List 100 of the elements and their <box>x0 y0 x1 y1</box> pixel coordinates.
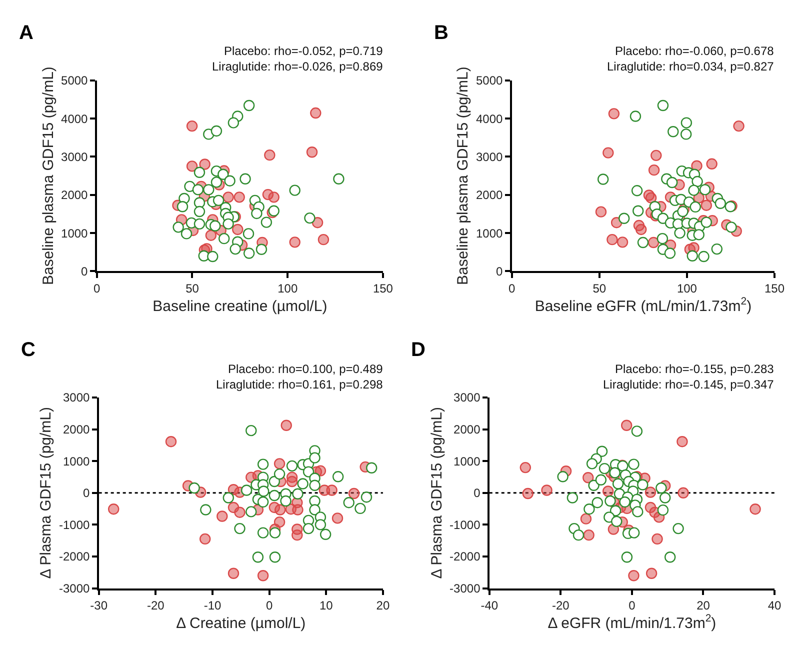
point <box>216 510 228 522</box>
point <box>611 516 622 528</box>
y-axis-title: Δ Plasma GDF15 (pg/mL) <box>428 406 446 579</box>
point <box>557 471 568 482</box>
x-axis-title: Baseline creatine (µmol/L) <box>152 298 328 315</box>
point <box>228 568 240 579</box>
point <box>264 149 276 161</box>
point <box>222 192 234 203</box>
x-tick-label: 100 <box>676 281 698 296</box>
x-tick-label: 20 <box>696 598 710 612</box>
point <box>693 229 704 240</box>
point <box>268 490 280 502</box>
x-tick-label: -40 <box>480 598 498 612</box>
chart-title: A <box>19 22 34 44</box>
point <box>610 505 622 516</box>
point <box>648 164 660 176</box>
point <box>286 476 298 488</box>
y-tick-label: 1000 <box>61 226 88 240</box>
point <box>326 484 338 496</box>
y-tick-label: -1000 <box>450 518 481 532</box>
point <box>618 212 630 224</box>
x-axis-title: Δ Creatine (µmol/L) <box>176 614 306 632</box>
y-tick-label: 1000 <box>62 454 90 468</box>
point <box>580 513 592 524</box>
y-tick-label: 5000 <box>476 74 504 88</box>
y-tick-label: 4000 <box>61 112 88 126</box>
point <box>309 480 320 491</box>
x-tick-label: -20 <box>146 598 165 612</box>
point <box>172 222 184 233</box>
point <box>218 168 229 180</box>
point <box>212 194 224 206</box>
y-axis-title: Baseline plasma GDF15 (pg/mL) <box>40 66 57 286</box>
point <box>232 224 244 236</box>
x-tick-label: 20 <box>376 598 390 612</box>
y-tick-label: 2000 <box>476 188 504 202</box>
y-tick-label: 1000 <box>454 454 481 468</box>
point <box>222 218 234 230</box>
x-tick-label: 100 <box>278 281 298 296</box>
point <box>632 506 644 518</box>
point <box>318 234 330 246</box>
point <box>210 220 221 232</box>
point <box>180 228 192 240</box>
point <box>595 206 607 218</box>
point <box>750 503 761 515</box>
point <box>648 236 660 248</box>
y-tick-label: 3000 <box>61 150 88 164</box>
point <box>240 484 252 496</box>
chart-title: B <box>434 22 448 44</box>
y-tick-label: -1000 <box>58 518 90 532</box>
y-axis-title: Δ Plasma GDF15 (pg/mL) <box>38 406 55 579</box>
text: Placebo: rho=-0.060, p=0.678 <box>615 44 774 58</box>
y-tick-label: 0 <box>82 486 90 500</box>
point <box>572 529 584 541</box>
point <box>332 512 344 524</box>
point <box>676 436 688 448</box>
point <box>706 158 718 170</box>
chart-title: D <box>411 339 426 361</box>
y-tick-label: 5000 <box>61 74 88 88</box>
point <box>726 222 737 233</box>
point <box>194 218 206 230</box>
point <box>541 484 552 496</box>
point <box>619 496 630 508</box>
x-tick-label: 40 <box>768 598 782 612</box>
text: Liraglutide: rho=0.161, p=0.298 <box>216 378 384 392</box>
x-tick-label: 0 <box>508 281 516 296</box>
point <box>292 488 304 500</box>
chart-title: C <box>21 339 36 361</box>
point <box>205 230 217 241</box>
point <box>606 234 618 246</box>
point <box>234 192 245 203</box>
point <box>700 200 712 211</box>
text: Liraglutide: rho=0.034, p=0.827 <box>607 60 774 74</box>
point <box>609 467 620 478</box>
y-tick-label: -3000 <box>58 581 90 596</box>
point <box>690 201 701 213</box>
point <box>234 506 246 518</box>
point <box>258 486 270 497</box>
point <box>644 486 656 498</box>
point <box>176 201 188 212</box>
point <box>289 236 300 248</box>
point <box>108 503 120 515</box>
y-tick-label: 2000 <box>61 188 88 202</box>
y-tick-label: -3000 <box>450 581 481 596</box>
x-tick-label: 0 <box>266 598 273 612</box>
point <box>274 458 286 470</box>
y-tick-label: 0 <box>474 486 481 500</box>
point <box>292 529 303 541</box>
point <box>733 120 744 132</box>
point <box>657 504 669 516</box>
point <box>257 570 269 582</box>
point <box>309 452 320 464</box>
point <box>200 533 211 545</box>
point <box>186 160 198 172</box>
point <box>203 184 214 196</box>
y-tick-label: -2000 <box>58 550 90 564</box>
point <box>686 250 698 262</box>
point <box>646 568 658 579</box>
point <box>637 479 648 490</box>
x-tick-label: 10 <box>319 598 334 612</box>
point <box>230 243 241 255</box>
